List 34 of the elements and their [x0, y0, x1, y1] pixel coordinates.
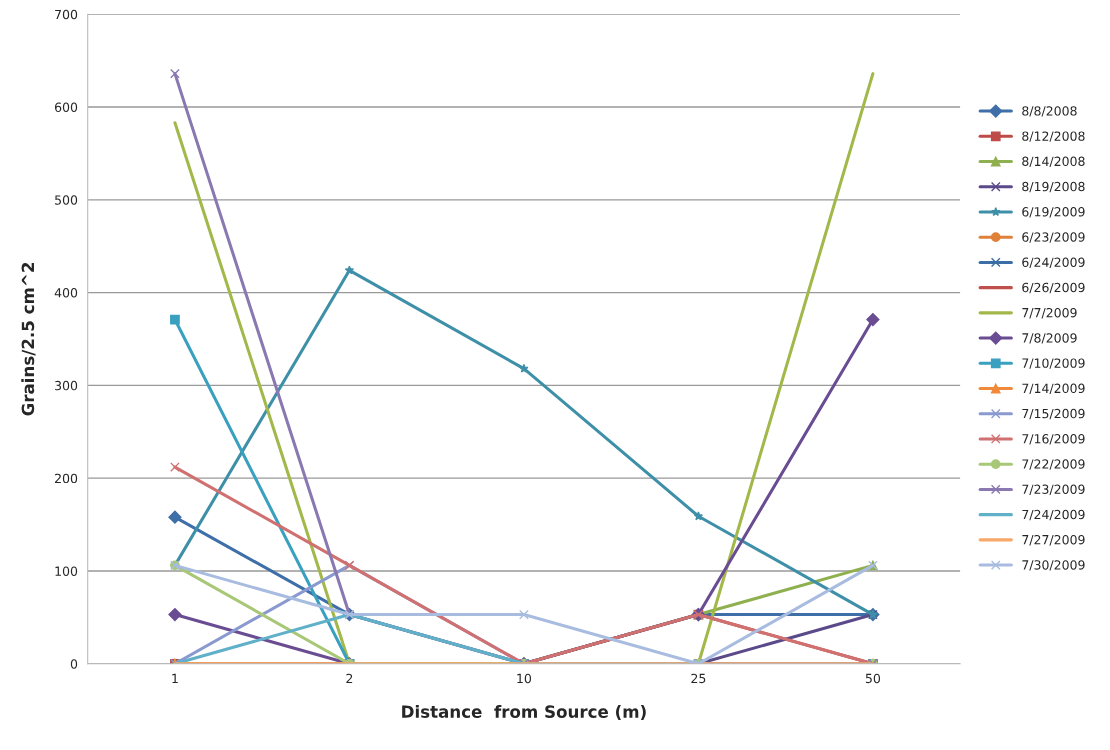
legend-label: 6/23/2009 [1022, 232, 1085, 243]
x-tick-label: 25 [691, 673, 706, 684]
x-axis-title: Distance from Source (m) [402, 705, 646, 720]
x-tick-label: 1 [172, 673, 178, 683]
legend-label: 6/24/2009 [1022, 257, 1085, 268]
legend-label: 6/19/2009 [1022, 207, 1085, 218]
legend-label: 7/22/2009 [1022, 459, 1085, 470]
y-tick-label: 400 [54, 288, 78, 298]
y-tick-label: 500 [55, 195, 78, 205]
y-tick-label: 100 [55, 566, 78, 576]
legend-label: 7/15/2009 [1022, 408, 1085, 420]
legend-label: 7/14/2009 [1022, 383, 1085, 395]
legend-label: 7/24/2009 [1022, 509, 1085, 521]
y-tick-label: 700 [55, 9, 78, 20]
legend-label: 7/27/2009 [1022, 534, 1085, 546]
legend-label: 7/30/2009 [1022, 560, 1085, 571]
legend-label: 7/23/2009 [1022, 484, 1085, 495]
x-tick-label: 10 [517, 673, 532, 684]
x-tick-label: 50 [865, 673, 881, 684]
legend-label: 7/7/2009 [1022, 307, 1077, 319]
legend-label: 7/8/2009 [1022, 333, 1077, 344]
y-tick-label: 300 [55, 380, 78, 391]
legend-label: 8/19/2008 [1022, 181, 1085, 193]
legend-label: 6/26/2009 [1022, 282, 1085, 294]
legend-label: 8/14/2008 [1022, 156, 1085, 168]
y-tick-label: 200 [55, 473, 78, 484]
y-tick-label: 600 [54, 102, 78, 112]
legend-label: 7/10/2009 [1022, 358, 1085, 369]
legend-label: 8/12/2008 [1022, 131, 1085, 142]
legend-label: 8/8/2008 [1022, 106, 1077, 117]
y-axis-title: Grains/2.5 cm^2 [21, 263, 36, 416]
legend-label: 7/16/2009 [1022, 434, 1085, 445]
y-tick-label: 0 [70, 659, 78, 669]
x-tick-label: 2 [346, 673, 353, 683]
